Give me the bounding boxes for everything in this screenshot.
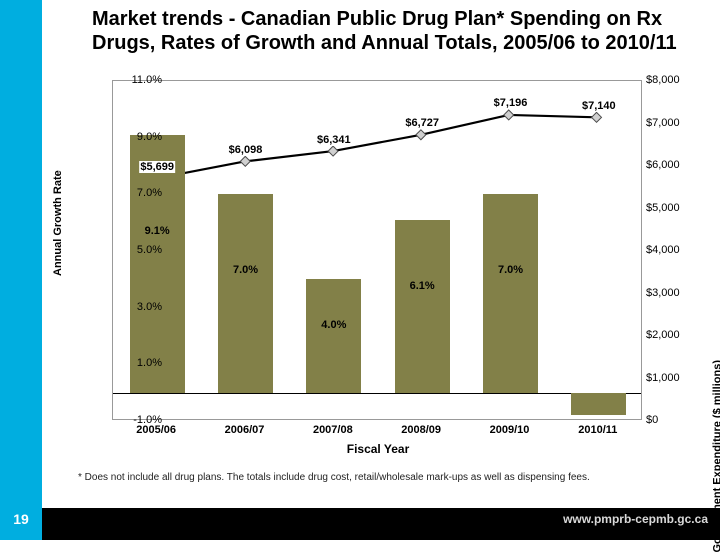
y2-tick: $0 [646,414,696,426]
x-axis-title: Fiscal Year [58,442,698,456]
chart-container: Annual Growth Rate Government Expenditur… [58,76,698,456]
line-marker [240,156,250,166]
slide: Market trends - Canadian Public Drug Pla… [0,0,720,540]
footer: 19 www.pmprb-cepmb.gc.ca [0,498,720,540]
bar-label: 7.0% [233,264,258,276]
line-marker [592,112,602,122]
x-tick: 2009/10 [490,424,530,436]
bar-label: 7.0% [498,264,523,276]
baseline [113,393,641,394]
x-tick: 2005/06 [136,424,176,436]
y1-tick: 3.0% [118,301,162,313]
sidebar-stripe [0,0,42,498]
line-point-label: $7,196 [493,97,529,109]
line-marker [504,110,514,120]
line-point-label: $5,699 [139,161,175,173]
bar [130,135,185,393]
x-tick: 2010/11 [578,424,617,436]
chart-plot-area: 9.1% 7.0% 4.0% 6.1% 7.0% $5,699 $6,098 $6,341 $6… [112,80,642,420]
y1-tick: 9.0% [118,131,162,143]
line-series [157,115,596,178]
y1-tick: 1.0% [118,357,162,369]
line-point-label: $6,341 [316,134,352,146]
x-tick: 2008/09 [401,424,441,436]
page-title: Market trends - Canadian Public Drug Pla… [92,8,697,55]
line-svg [113,81,641,419]
line-point-label: $6,098 [228,144,264,156]
footer-url: www.pmprb-cepmb.gc.ca [563,512,708,526]
y2-tick: $7,000 [646,117,696,129]
line-marker [416,130,426,140]
y2-tick: $3,000 [646,287,696,299]
x-tick: 2006/07 [225,424,265,436]
y2-tick: $1,000 [646,372,696,384]
y2-tick: $4,000 [646,244,696,256]
y2-tick: $2,000 [646,329,696,341]
y2-tick: $6,000 [646,159,696,171]
footnote: * Does not include all drug plans. The t… [78,472,668,484]
bar [218,194,273,392]
bar [306,279,361,392]
line-point-label: $7,140 [581,100,617,112]
line-point-label: $6,727 [404,117,440,129]
y1-tick: 7.0% [118,187,162,199]
bar [483,194,538,392]
bar [395,220,450,393]
y2-tick: $8,000 [646,74,696,86]
y1-tick: 11.0% [118,74,162,86]
bar-label: 6.1% [410,280,435,292]
x-tick: 2007/08 [313,424,353,436]
bar-label: 4.0% [321,319,346,331]
y1-tick: 5.0% [118,244,162,256]
bar-label: 9.1% [145,225,170,237]
bar [571,393,626,416]
line-marker [328,146,338,156]
y1-axis-title: Annual Growth Rate [52,170,64,276]
y2-tick: $5,000 [646,202,696,214]
page-number: 19 [0,498,42,540]
